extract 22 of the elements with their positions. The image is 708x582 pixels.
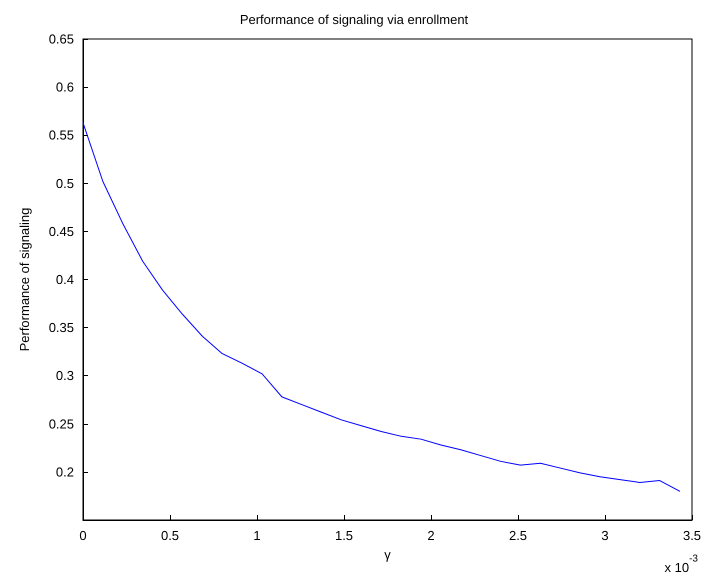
x-axis-title: γ: [384, 547, 392, 562]
y-tick-label: 0.35: [48, 320, 74, 336]
y-tick-label: 0.25: [48, 416, 74, 432]
y-tick-label: 0.2: [56, 464, 74, 480]
y-tick-label: 0.65: [48, 32, 74, 46]
x-tick-label: 0: [79, 528, 87, 543]
x-tick-label: 2.5: [508, 528, 528, 543]
y-tick-label: 0.45: [48, 224, 74, 239]
y-tick-label: 0.55: [48, 128, 74, 143]
y-axis-title: Performance of signaling: [17, 208, 32, 352]
x-tick-label: 3: [601, 528, 609, 543]
chart-title: Performance of signaling via enrollment: [240, 12, 469, 27]
y-tick-label: 0.6: [56, 80, 74, 95]
y-tick-label: 0.3: [56, 368, 74, 384]
line-series: [82, 122, 680, 492]
x-tick-label: 1: [253, 528, 261, 543]
y-tick-label: 0.5: [56, 176, 74, 191]
x-tick-label: 3.5: [682, 528, 702, 543]
x-tick-label: 0.5: [160, 528, 180, 543]
x-tick-label: 1.5: [334, 528, 354, 543]
y-tick-label: 0.4: [56, 272, 74, 287]
x-tick-label: 2: [427, 528, 435, 543]
